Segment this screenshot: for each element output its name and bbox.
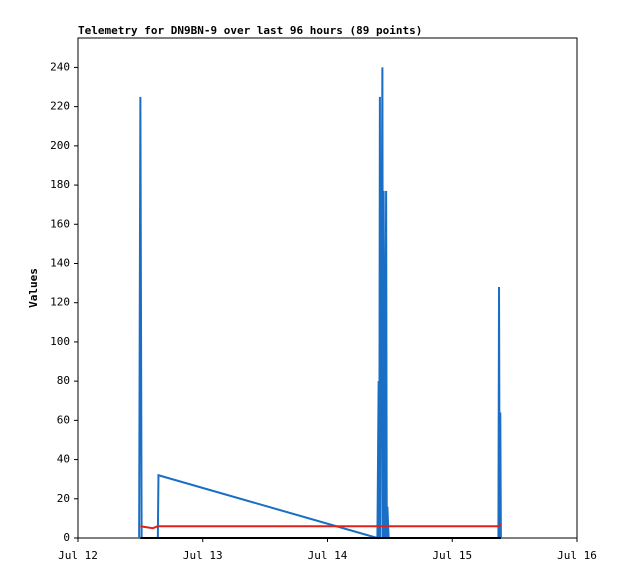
y-tick-label: 20 [57, 492, 70, 505]
chart-title: Telemetry for DN9BN-9 over last 96 hours… [78, 24, 422, 37]
y-tick-label: 240 [50, 60, 70, 73]
x-tick-label: Jul 13 [183, 549, 223, 562]
y-axis-label: Values [27, 268, 40, 308]
y-tick-label: 120 [50, 296, 70, 309]
y-tick-label: 0 [63, 531, 70, 544]
series-line [140, 523, 502, 530]
x-tick-label: Jul 16 [557, 549, 597, 562]
x-tick-label: Jul 15 [432, 549, 472, 562]
x-tick-label: Jul 12 [58, 549, 98, 562]
y-tick-label: 100 [50, 335, 70, 348]
x-tick-label: Jul 14 [308, 549, 348, 562]
y-tick-label: 200 [50, 139, 70, 152]
y-tick-label: 220 [50, 100, 70, 113]
y-tick-label: 180 [50, 178, 70, 191]
y-tick-label: 160 [50, 217, 70, 230]
y-tick-label: 40 [57, 453, 70, 466]
y-tick-label: 60 [57, 413, 70, 426]
y-tick-label: 80 [57, 374, 70, 387]
y-tick-label: 140 [50, 256, 70, 269]
